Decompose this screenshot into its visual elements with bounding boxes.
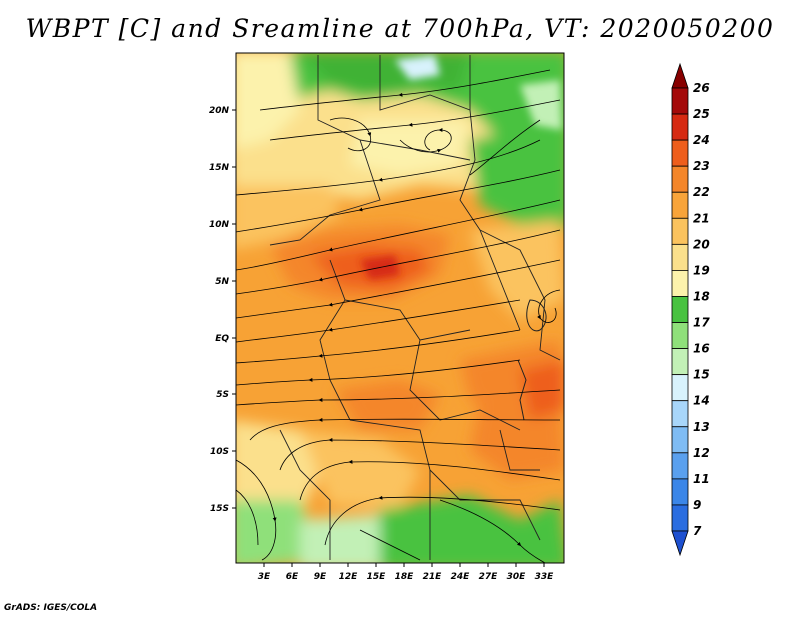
lon-axis: 3E 6E 9E 12E 15E 18E 21E 24E 27E 30E 33E — [258, 563, 554, 582]
lat-axis: 20N 15N 10N 5N EQ 5S 10S 15S — [209, 106, 236, 514]
lon-tick-label: 30E — [507, 572, 527, 582]
colorbar-segment — [671, 322, 689, 349]
colorbar-segment — [671, 348, 689, 376]
lon-tick-label: 18E — [395, 572, 415, 582]
colorbar-label: 24 — [693, 133, 710, 147]
lat-tick-label: 10S — [210, 447, 229, 457]
colorbar-segment — [671, 296, 689, 323]
colorbar-label: 15 — [693, 368, 710, 382]
colorbar-segment — [671, 165, 689, 193]
colorbar: 26 25 24 23 22 21 20 19 18 17 16 15 14 13 12 11 9 7 — [671, 62, 710, 557]
colorbar-min-triangle — [671, 530, 689, 557]
chart-title: WBPT [C] and Sreamline at 700hPa, VT: 20… — [25, 14, 775, 43]
colorbar-segment — [671, 87, 689, 115]
colorbar-max-triangle — [671, 62, 689, 89]
colorbar-label: 17 — [693, 316, 710, 330]
lon-tick-label: 24E — [451, 572, 471, 582]
colorbar-label: 19 — [693, 263, 710, 277]
lat-tick-label: 5N — [215, 277, 229, 287]
colorbar-segment — [671, 452, 689, 480]
colorbar-segment — [671, 191, 689, 219]
colorbar-label: 21 — [693, 211, 710, 225]
lat-tick-label: 15N — [209, 163, 230, 173]
colorbar-segment — [671, 400, 689, 428]
colorbar-label: 7 — [693, 524, 702, 538]
colorbar-label: 20 — [693, 237, 710, 251]
colorbar-label: 25 — [693, 107, 710, 121]
colorbar-segment — [671, 374, 689, 402]
colorbar-segment — [671, 139, 689, 167]
colorbar-segment — [671, 504, 689, 532]
colorbar-label: 13 — [693, 420, 710, 434]
colorbar-segment — [671, 217, 689, 245]
colorbar-label: 18 — [693, 289, 710, 303]
lat-tick-label: 15S — [210, 504, 229, 514]
lon-tick-label: 12E — [339, 572, 359, 582]
lon-tick-label: 21E — [423, 572, 443, 582]
grads-credit: GrADS: IGES/COLA — [4, 603, 98, 613]
colorbar-label: 11 — [693, 472, 710, 486]
colorbar-label: 22 — [693, 185, 710, 199]
lon-tick-label: 3E — [258, 572, 271, 582]
map-frame — [235, 52, 565, 564]
lat-tick-label: 20N — [209, 106, 230, 116]
colorbar-segment — [671, 478, 689, 506]
lon-tick-label: 15E — [367, 572, 387, 582]
lat-tick-label: 10N — [209, 220, 230, 230]
lon-tick-label: 33E — [535, 572, 555, 582]
lat-tick-label: 5S — [216, 390, 229, 400]
lon-tick-label: 6E — [286, 572, 299, 582]
colorbar-segment — [671, 113, 689, 141]
colorbar-segment — [671, 270, 689, 297]
lon-tick-label: 27E — [479, 572, 499, 582]
colorbar-label: 14 — [693, 394, 710, 408]
colorbar-segment — [671, 243, 689, 271]
colorbar-label: 9 — [693, 498, 701, 512]
streamlines — [236, 69, 561, 563]
colorbar-label: 26 — [693, 81, 710, 95]
colorbar-label: 16 — [693, 342, 710, 356]
lat-tick-label: EQ — [215, 334, 229, 344]
colorbar-label: 12 — [693, 446, 710, 460]
colorbar-label: 23 — [693, 159, 710, 173]
colorbar-segment — [671, 426, 689, 454]
wbpt-shading — [236, 53, 564, 563]
lon-tick-label: 9E — [314, 572, 327, 582]
